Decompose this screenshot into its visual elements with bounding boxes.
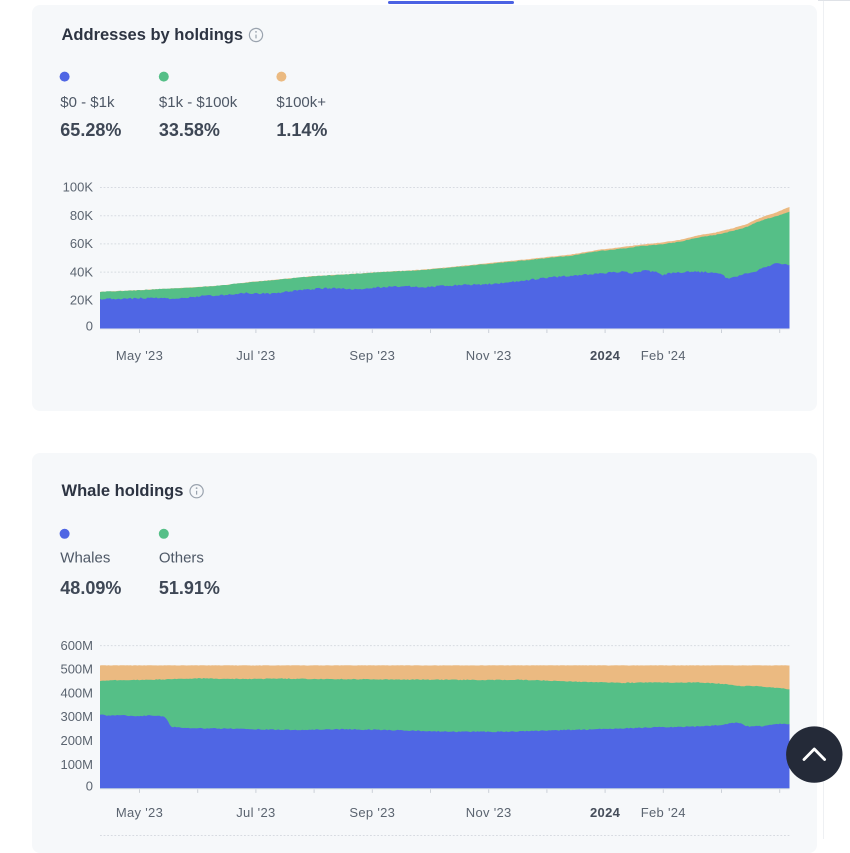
svg-text:Sep '23: Sep '23 [349, 805, 395, 820]
svg-text:Others: Others [159, 549, 204, 566]
svg-text:Feb '24: Feb '24 [641, 348, 686, 363]
svg-text:80K: 80K [70, 208, 93, 223]
svg-text:Whale holdings: Whale holdings [62, 482, 184, 500]
svg-text:51.91%: 51.91% [159, 578, 220, 598]
svg-text:300M: 300M [60, 709, 93, 724]
svg-text:$0 - $1k: $0 - $1k [60, 94, 115, 111]
svg-text:$100k+: $100k+ [276, 94, 326, 111]
svg-text:$1k - $100k: $1k - $100k [159, 94, 238, 111]
svg-text:1.14%: 1.14% [276, 120, 327, 140]
svg-text:May '23: May '23 [116, 805, 163, 820]
svg-text:Addresses by holdings: Addresses by holdings [62, 26, 244, 44]
svg-text:Nov '23: Nov '23 [466, 805, 512, 820]
svg-text:100M: 100M [60, 757, 93, 772]
svg-text:0: 0 [86, 778, 93, 793]
svg-text:48.09%: 48.09% [60, 578, 121, 598]
svg-text:Sep '23: Sep '23 [349, 348, 395, 363]
svg-text:2024: 2024 [590, 348, 621, 363]
svg-text:500M: 500M [60, 662, 93, 677]
svg-text:100K: 100K [63, 180, 94, 195]
svg-text:Jul '23: Jul '23 [236, 348, 275, 363]
svg-text:40K: 40K [70, 264, 93, 279]
svg-text:65.28%: 65.28% [60, 120, 121, 140]
svg-text:400M: 400M [60, 685, 93, 700]
svg-text:Whales: Whales [60, 549, 110, 566]
svg-text:Nov '23: Nov '23 [466, 348, 512, 363]
svg-text:200M: 200M [60, 733, 93, 748]
svg-text:600M: 600M [60, 638, 93, 653]
svg-text:Feb '24: Feb '24 [641, 805, 686, 820]
svg-text:33.58%: 33.58% [159, 120, 220, 140]
svg-text:60K: 60K [70, 236, 93, 251]
svg-text:Jul '23: Jul '23 [236, 805, 275, 820]
svg-text:0: 0 [86, 318, 93, 333]
svg-text:20K: 20K [70, 293, 93, 308]
svg-text:May '23: May '23 [116, 348, 163, 363]
svg-text:2024: 2024 [590, 805, 621, 820]
